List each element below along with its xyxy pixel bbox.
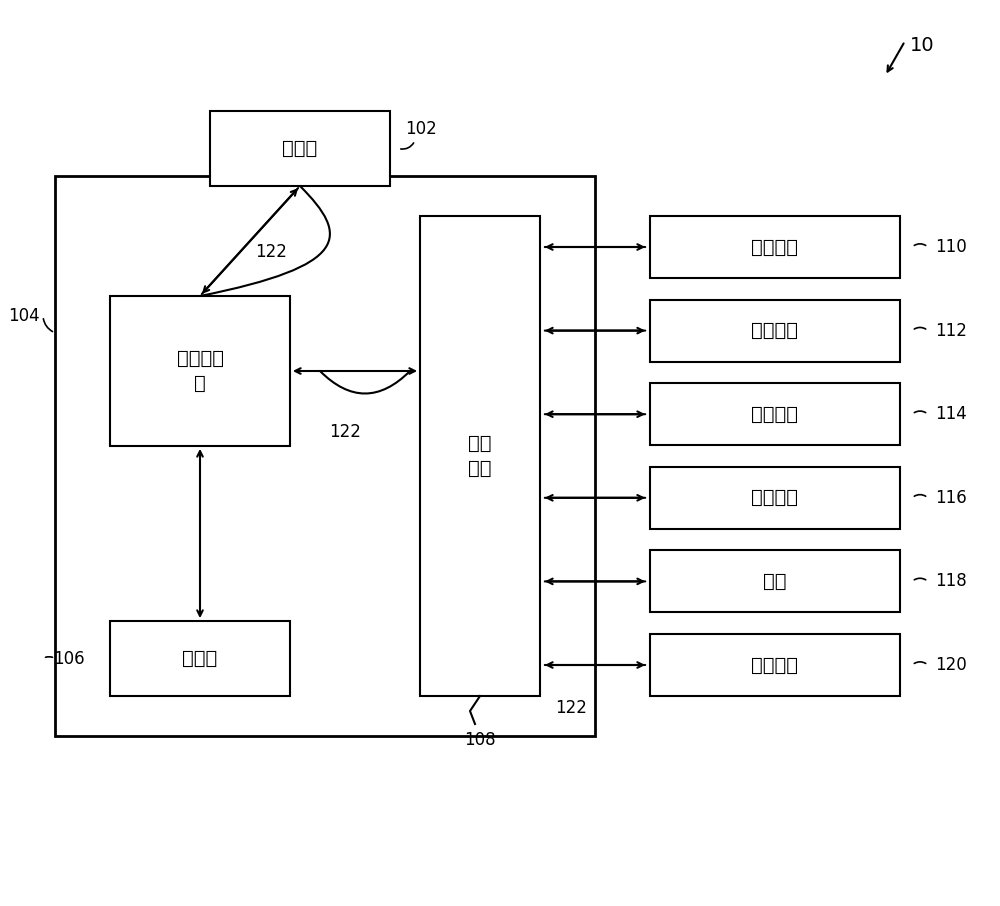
Text: 射频模块: 射频模块 bbox=[752, 237, 798, 256]
FancyBboxPatch shape bbox=[650, 300, 900, 361]
Text: 屏幕: 屏幕 bbox=[763, 572, 787, 591]
FancyBboxPatch shape bbox=[650, 383, 900, 445]
Text: 122: 122 bbox=[329, 423, 361, 441]
Text: 120: 120 bbox=[935, 656, 967, 674]
Text: 存储器: 存储器 bbox=[282, 139, 318, 158]
Text: 108: 108 bbox=[464, 731, 496, 749]
Text: 116: 116 bbox=[935, 489, 967, 506]
Text: 104: 104 bbox=[8, 307, 40, 325]
Text: 摄像模块: 摄像模块 bbox=[752, 405, 798, 424]
Text: 114: 114 bbox=[935, 405, 967, 423]
FancyBboxPatch shape bbox=[650, 467, 900, 529]
FancyBboxPatch shape bbox=[210, 111, 390, 186]
FancyBboxPatch shape bbox=[110, 296, 290, 446]
Text: 110: 110 bbox=[935, 238, 967, 256]
FancyBboxPatch shape bbox=[420, 216, 540, 696]
Text: 118: 118 bbox=[935, 573, 967, 591]
FancyBboxPatch shape bbox=[650, 551, 900, 612]
Text: 存储控刻
器: 存储控刻 器 bbox=[176, 349, 224, 393]
FancyBboxPatch shape bbox=[650, 634, 900, 696]
Text: 122: 122 bbox=[555, 699, 587, 717]
Text: 106: 106 bbox=[53, 650, 85, 668]
Text: 112: 112 bbox=[935, 322, 967, 340]
Text: 102: 102 bbox=[405, 120, 437, 139]
Text: 10: 10 bbox=[910, 36, 935, 55]
Text: 122: 122 bbox=[255, 243, 287, 261]
Text: 按键模块: 按键模块 bbox=[752, 656, 798, 674]
Text: 处理器: 处理器 bbox=[182, 649, 218, 668]
Text: 定位模块: 定位模块 bbox=[752, 321, 798, 340]
FancyBboxPatch shape bbox=[650, 216, 900, 278]
Text: 外设
接口: 外设 接口 bbox=[468, 434, 492, 478]
Text: 音频模块: 音频模块 bbox=[752, 488, 798, 507]
FancyBboxPatch shape bbox=[110, 621, 290, 696]
